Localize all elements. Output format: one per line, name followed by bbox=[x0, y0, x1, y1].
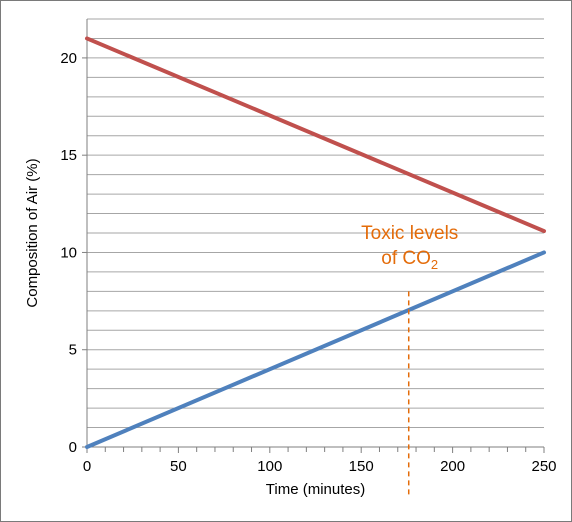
y-tick-label: 20 bbox=[60, 50, 77, 67]
x-axis-ticks: 0 50 100 150 200 250 bbox=[83, 447, 557, 475]
y-axis-title: Composition of Air (%) bbox=[24, 158, 41, 307]
annotation-line2: of CO2 bbox=[381, 248, 438, 272]
y-tick-label: 5 bbox=[69, 342, 77, 359]
x-tick-label: 250 bbox=[531, 458, 556, 475]
annotation: Toxic levels of CO2 bbox=[361, 223, 458, 495]
y-tick-label: 10 bbox=[60, 244, 77, 261]
series-line-2 bbox=[85, 250, 546, 449]
x-tick-label: 150 bbox=[349, 458, 374, 475]
series-lines bbox=[85, 36, 546, 449]
x-tick-label: 200 bbox=[440, 458, 465, 475]
series-line-1 bbox=[85, 36, 546, 234]
x-tick-label: 100 bbox=[257, 458, 282, 475]
horizontal-gridlines bbox=[87, 18, 544, 429]
y-axis-ticks: 0 5 10 15 20 bbox=[60, 50, 87, 456]
x-axis-title: Time (minutes) bbox=[266, 481, 365, 498]
x-tick-label: 50 bbox=[170, 458, 187, 475]
annotation-line1: Toxic levels bbox=[361, 223, 458, 244]
annotation-subscript: 2 bbox=[431, 257, 438, 272]
annotation-line2-main: of CO bbox=[381, 248, 431, 269]
y-tick-label: 15 bbox=[60, 147, 77, 164]
y-tick-label: 0 bbox=[69, 439, 77, 456]
x-tick-label: 0 bbox=[83, 458, 91, 475]
axes bbox=[86, 19, 544, 448]
